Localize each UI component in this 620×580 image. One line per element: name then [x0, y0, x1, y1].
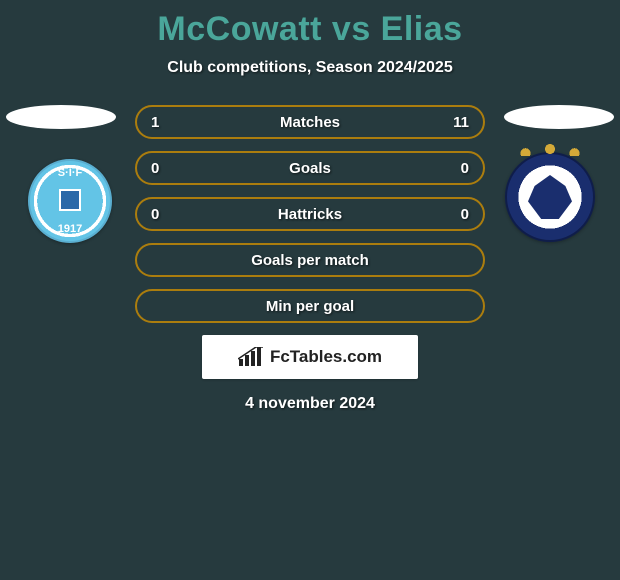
player-photo-placeholder-right: [504, 105, 614, 129]
stat-label: Goals per match: [251, 252, 369, 269]
stat-row: 0 Hattricks 0: [135, 197, 485, 231]
date-text: 4 november 2024: [0, 395, 620, 413]
content-area: S·I·F 1917 1 Matches 11 0 Goals 0 0: [0, 105, 620, 413]
stat-row: Min per goal: [135, 289, 485, 323]
page-title: McCowatt vs Elias: [0, 0, 620, 49]
stat-pills: 1 Matches 11 0 Goals 0 0 Hattricks 0 Goa…: [135, 105, 485, 323]
branding-badge: FcTables.com: [202, 335, 418, 379]
club-logo-left: S·I·F 1917: [20, 157, 120, 245]
stat-left-value: 0: [151, 160, 159, 177]
stat-right-value: 11: [453, 114, 469, 131]
stat-label: Matches: [280, 114, 340, 131]
stat-left-value: 1: [151, 114, 159, 131]
club-logo-right: [500, 153, 600, 241]
sif-badge-year: 1917: [58, 223, 82, 235]
subtitle: Club competitions, Season 2024/2025: [0, 59, 620, 77]
stat-right-value: 0: [461, 206, 469, 223]
sif-badge-icon: S·I·F 1917: [28, 159, 112, 243]
stat-row: 0 Goals 0: [135, 151, 485, 185]
stat-label: Min per goal: [266, 298, 354, 315]
stat-row: 1 Matches 11: [135, 105, 485, 139]
stat-label: Hattricks: [278, 206, 342, 223]
branding-text: FcTables.com: [270, 347, 382, 367]
stat-row: Goals per match: [135, 243, 485, 277]
sif-badge-inner-icon: [59, 189, 81, 211]
sif-badge-top-text: S·I·F: [58, 167, 82, 179]
fck-badge-icon: [505, 152, 595, 242]
bar-chart-icon: [238, 347, 264, 367]
fck-lion-icon: [528, 175, 572, 219]
player-photo-placeholder-left: [6, 105, 116, 129]
stat-left-value: 0: [151, 206, 159, 223]
stat-label: Goals: [289, 160, 331, 177]
stat-right-value: 0: [461, 160, 469, 177]
comparison-card: McCowatt vs Elias Club competitions, Sea…: [0, 0, 620, 580]
